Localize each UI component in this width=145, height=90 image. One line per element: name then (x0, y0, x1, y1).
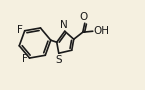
Text: O: O (80, 12, 88, 22)
Text: S: S (55, 55, 62, 65)
Text: N: N (60, 20, 68, 30)
Text: OH: OH (93, 26, 109, 36)
Text: F: F (22, 54, 28, 64)
Text: F: F (17, 25, 23, 35)
